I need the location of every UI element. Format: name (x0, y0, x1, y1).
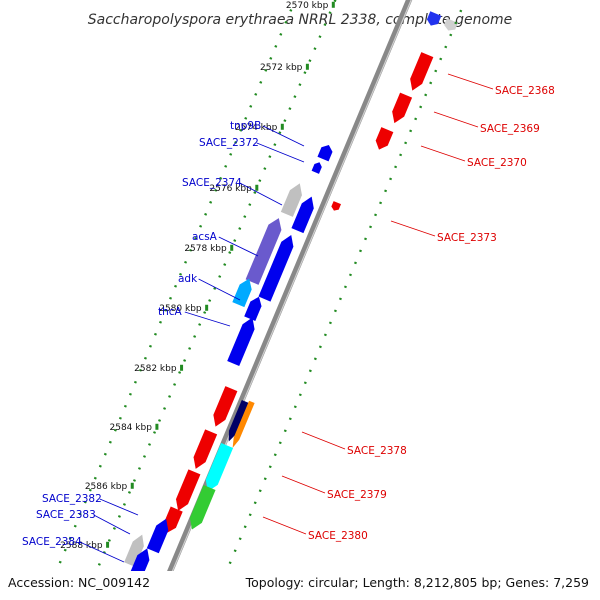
gene-arrow-reverse (189, 485, 216, 530)
kbp-ticks: 2570 kbp 2572 kbp 2574 kbp 2576 kbp 2578 kbp… (56, 0, 463, 600)
kbp-tick-mark (255, 184, 259, 191)
gene-arrow-reverse (205, 443, 234, 492)
kbp-tick-mark (106, 541, 110, 548)
gene-arrow-reverse (375, 127, 394, 150)
label-leader-line (420, 145, 466, 162)
gene-label-reverse: SACE_2368 (495, 85, 555, 97)
label-leader-line (262, 516, 307, 535)
feature-tracks (124, 0, 458, 600)
kbp-tick-label: 2582 kbp (134, 364, 177, 374)
label-leader-line (218, 236, 259, 257)
gene-label-reverse: SACE_2373 (437, 232, 497, 244)
label-leader-line (262, 125, 305, 147)
label-leader-line (198, 278, 241, 301)
label-leader-line (390, 220, 436, 237)
gene-arrow-forward (311, 162, 322, 174)
kbp-tick-label: 2586 kbp (85, 482, 128, 492)
gene-label-reverse: SACE_2380 (308, 530, 368, 542)
gene-arrow-reverse (232, 400, 255, 448)
gene-arrow-forward (291, 196, 314, 234)
gene-arrow-reverse (410, 52, 434, 91)
gene-arrow-reverse (426, 11, 442, 26)
genome-summary-text: Topology: circular; Length: 8,212,805 bp… (245, 575, 589, 590)
gene-arrow-forward (124, 534, 144, 567)
gene-arrow-reverse (175, 469, 201, 511)
gene-label-forward: SACE_2374 (182, 177, 242, 189)
gene-label-forward: SACE_2372 (199, 137, 259, 149)
kbp-tick-mark (205, 304, 209, 311)
label-leader-line (79, 541, 125, 563)
gene-label-reverse: SACE_2378 (347, 445, 407, 457)
gene-arrow-forward (317, 145, 333, 162)
gene-label-reverse: SACE_2370 (467, 157, 527, 169)
kbp-dot-track (90, 0, 337, 585)
gene-arrow-reverse (444, 18, 458, 31)
map-title: Saccharopolyspora erythraea NRRL 2338, c… (88, 12, 513, 28)
gene-label-forward: adk (178, 273, 198, 285)
kbp-tick-mark (155, 423, 159, 430)
gene-label-forward: SACE_2384 (22, 536, 82, 548)
gene-arrow-forward (146, 518, 169, 554)
outer-dot-track (213, 9, 463, 600)
gene-label-forward: acsA (192, 231, 218, 243)
label-leader-line (433, 111, 479, 128)
gene-arrow-reverse (213, 386, 238, 427)
kbp-tick-label: 2588 kbp (60, 541, 103, 551)
kbp-tick-label: 2576 kbp (209, 184, 252, 194)
backbone (154, 0, 413, 600)
gene-arrow-forward (245, 218, 282, 285)
gene-arrow-reverse (163, 506, 183, 534)
label-leader-line (99, 498, 139, 516)
gene-label-forward: SACE_2382 (42, 493, 102, 505)
kbp-tick-mark (130, 482, 134, 489)
kbp-tick-label: 2584 kbp (110, 423, 153, 433)
gene-label-reverse: SACE_2379 (327, 489, 387, 501)
gene-arrow-forward (280, 183, 302, 217)
gene-arrow-forward (244, 296, 262, 322)
gene-arrow-reverse (193, 429, 218, 469)
kbp-tick-label: 2574 kbp (235, 123, 278, 133)
gene-arrow-forward (227, 317, 255, 367)
label-leader-line (447, 73, 494, 90)
gene-arrow-forward (232, 278, 252, 308)
kbp-tick-mark (230, 244, 234, 251)
kbp-tick-label: 2572 kbp (260, 63, 303, 73)
accession-text: Accession: NC_009142 (8, 575, 150, 590)
inner-dot-track (56, 0, 297, 570)
kbp-tick-mark (280, 123, 284, 130)
label-leader-line (256, 142, 305, 163)
gene-arrow-reverse (331, 201, 341, 211)
gene-label-forward: tnp9B (230, 120, 261, 132)
label-leader-line (93, 514, 131, 535)
gene-arrow-forward (258, 235, 294, 302)
label-leader-line (184, 311, 231, 327)
footer-background (0, 571, 600, 600)
gene-labels: tnp9B SACE_2372 SACE_2374 acsA adk thcA SACE_2… (22, 73, 555, 563)
gene-label-reverse: SACE_2369 (480, 123, 540, 135)
kbp-tick-label: 2580 kbp (159, 304, 202, 314)
kbp-tick-mark (305, 63, 309, 70)
gene-label-forward: SACE_2383 (36, 509, 96, 521)
gene-arrow-reverse (392, 92, 413, 124)
gene-arrow-reverse (228, 400, 250, 442)
gene-label-forward: thcA (158, 306, 183, 318)
label-leader-line (239, 182, 283, 206)
label-leader-line (281, 475, 326, 494)
kbp-tick-mark (331, 1, 335, 8)
kbp-tick-label: 2578 kbp (184, 244, 227, 254)
label-leader-line (301, 431, 346, 450)
kbp-tick-mark (180, 364, 184, 371)
kbp-tick-label: 2570 kbp (286, 1, 329, 11)
